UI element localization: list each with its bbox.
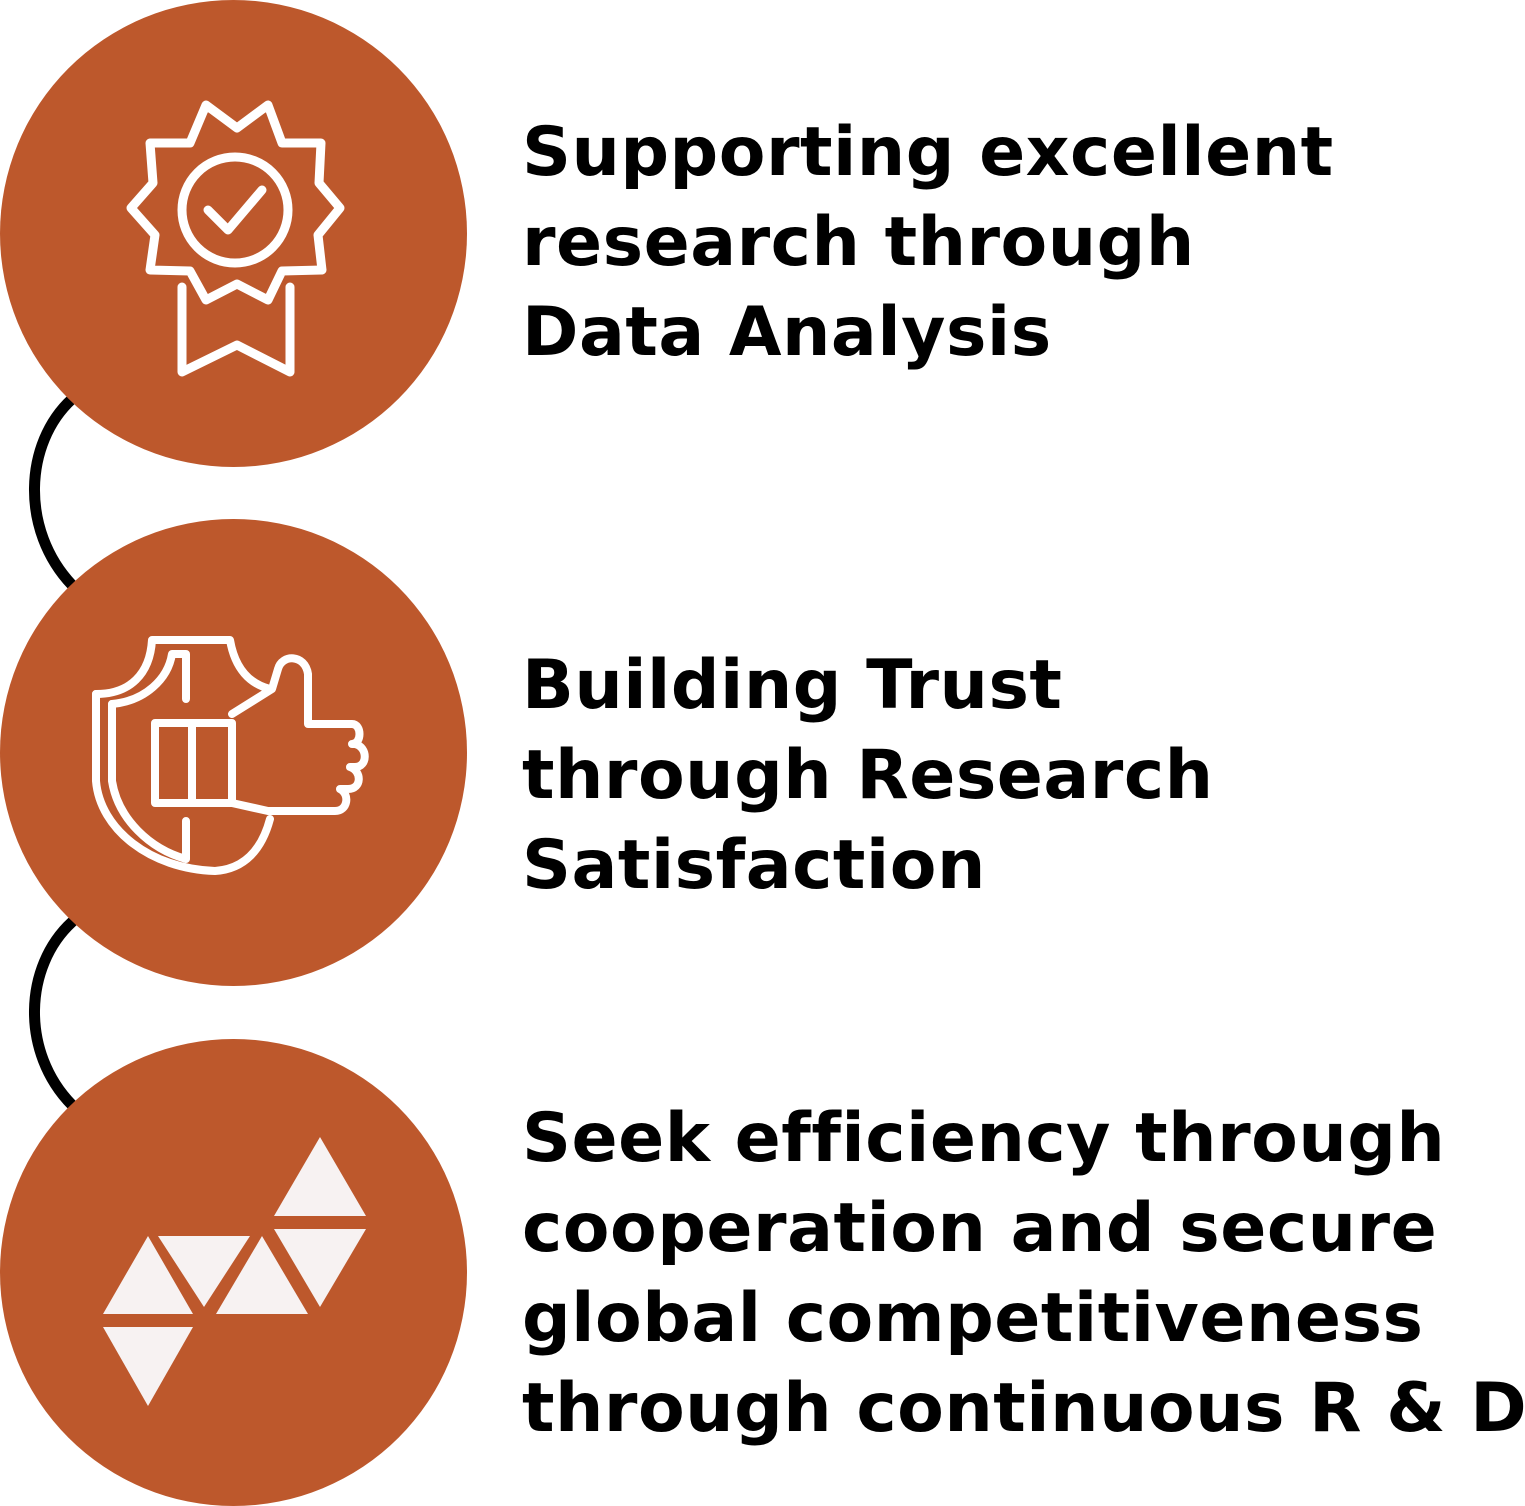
shield-thumbs-up-icon: [92, 636, 369, 875]
connector-arc-2: [29, 916, 78, 1111]
step-2-line-3: Satisfaction: [522, 826, 986, 905]
step-circle-3: [0, 1039, 467, 1506]
step-1-line-1: Supporting excellent: [522, 113, 1334, 192]
connector-arc-1: [29, 393, 78, 591]
step-3-line-2: cooperation and secure: [522, 1189, 1438, 1268]
triangles-icon: [103, 1137, 366, 1406]
step-3-line-1: Seek efficiency through: [522, 1099, 1446, 1178]
step-1-line-3: Data Analysis: [522, 293, 1052, 372]
award-badge-icon: [126, 100, 345, 377]
step-2-line-2: through Research: [522, 736, 1214, 815]
step-3-line-4: through continuous R & D: [522, 1369, 1525, 1448]
step-label-3: Seek efficiency through cooperation and …: [522, 1094, 1525, 1454]
step-circle-1: [0, 0, 467, 467]
step-2-line-1: Building Trust: [522, 646, 1063, 725]
step-circle-2: [0, 519, 467, 986]
step-1-line-2: research through: [522, 203, 1195, 282]
step-3-line-3: global competitiveness: [522, 1279, 1424, 1358]
step-label-2: Building Trust through Research Satisfac…: [522, 641, 1214, 911]
step-label-1: Supporting excellent research through Da…: [522, 108, 1334, 378]
